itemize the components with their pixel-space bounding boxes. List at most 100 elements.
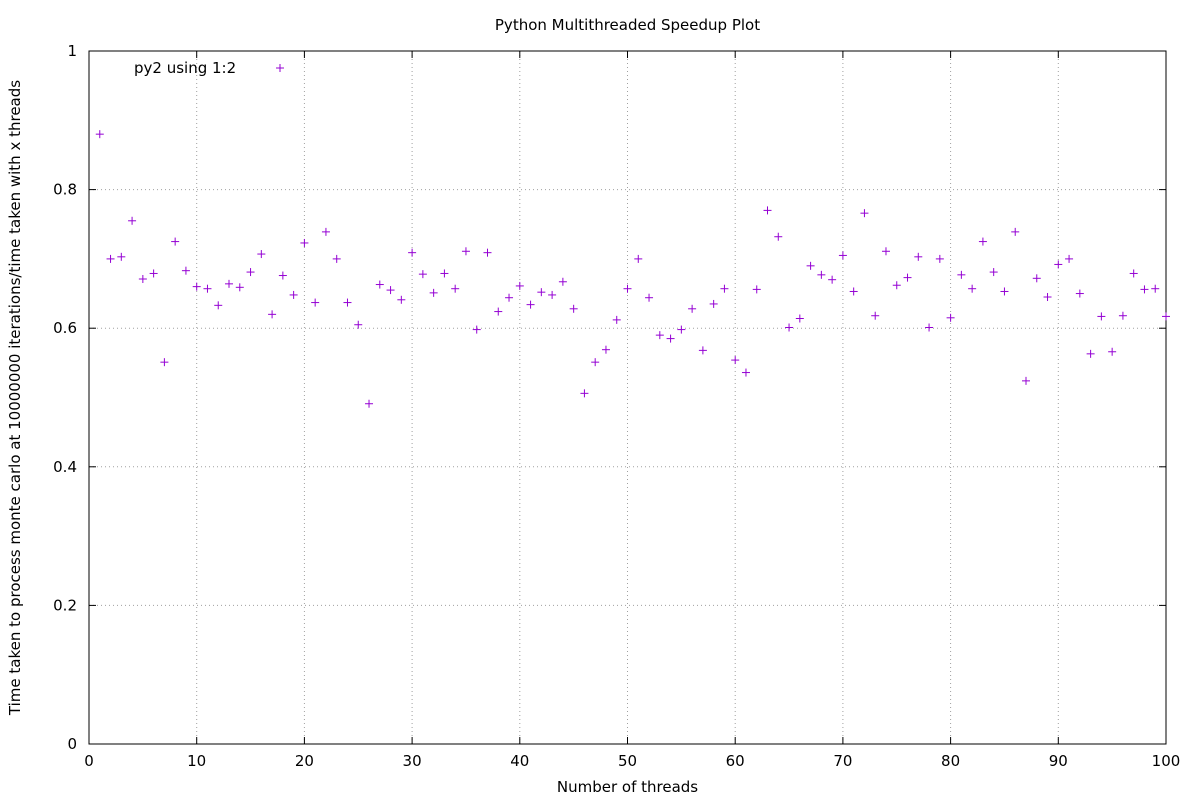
data-point: [418, 270, 427, 279]
grid-lines: [89, 51, 1166, 744]
data-point: [225, 279, 234, 288]
data-point: [300, 238, 309, 247]
data-point: [515, 281, 524, 290]
data-point: [698, 346, 707, 355]
data-point: [655, 331, 664, 340]
data-point: [838, 251, 847, 260]
data-point: [881, 247, 890, 256]
y-tick-label: 1: [67, 42, 77, 60]
data-point: [246, 268, 255, 277]
data-point: [806, 261, 815, 270]
data-point: [752, 285, 761, 294]
data-point: [278, 271, 287, 280]
data-point: [451, 284, 460, 293]
data-point: [580, 389, 589, 398]
data-point: [1086, 349, 1095, 358]
data-point: [1140, 285, 1149, 294]
data-point: [461, 247, 470, 256]
data-point: [1054, 260, 1063, 269]
x-tick-label: 60: [726, 752, 745, 770]
data-point: [935, 254, 944, 263]
data-point: [429, 288, 438, 297]
data-point: [1151, 284, 1160, 293]
data-point: [181, 266, 190, 275]
data-point: [375, 280, 384, 289]
data-point: [138, 274, 147, 283]
y-tick-label: 0: [67, 735, 77, 753]
y-axis-label: Time taken to process monte carlo at 100…: [6, 80, 24, 716]
x-axis-label: Number of threads: [557, 778, 698, 796]
data-point: [268, 310, 277, 319]
data-point: [849, 287, 858, 296]
data-point: [741, 368, 750, 377]
data-point: [860, 209, 869, 218]
data-point: [1065, 254, 1074, 263]
legend-label: py2 using 1:2: [134, 59, 236, 77]
data-points: [95, 130, 1170, 408]
data-point: [548, 290, 557, 299]
data-point: [203, 284, 212, 293]
data-point: [817, 270, 826, 279]
data-point: [989, 268, 998, 277]
data-point: [192, 282, 201, 291]
data-point: [1021, 376, 1030, 385]
data-point: [968, 284, 977, 293]
data-point: [494, 307, 503, 316]
data-point: [321, 227, 330, 236]
data-point: [612, 315, 621, 324]
data-point: [171, 237, 180, 246]
x-tick-label: 100: [1152, 752, 1181, 770]
data-point: [709, 299, 718, 308]
data-point: [634, 254, 643, 263]
data-point: [1108, 347, 1117, 356]
data-point: [569, 304, 578, 313]
data-point: [343, 298, 352, 307]
data-point: [1162, 312, 1170, 321]
x-tick-label: 50: [618, 752, 637, 770]
data-point: [106, 254, 115, 263]
data-point: [1043, 293, 1052, 302]
data-point: [763, 206, 772, 215]
legend: py2 using 1:2: [134, 59, 284, 77]
data-point: [731, 356, 740, 365]
data-point: [688, 304, 697, 313]
data-point: [235, 283, 244, 292]
data-point: [149, 269, 158, 278]
data-point: [95, 130, 104, 139]
data-point: [795, 314, 804, 323]
data-point: [472, 325, 481, 334]
data-point: [354, 320, 363, 329]
data-point: [623, 284, 632, 293]
data-point: [892, 281, 901, 290]
data-point: [440, 269, 449, 278]
y-tick-label: 0.4: [53, 458, 77, 476]
data-point: [957, 270, 966, 279]
data-point: [871, 311, 880, 320]
x-tick-label: 20: [295, 752, 314, 770]
data-point: [311, 298, 320, 307]
chart-title: Python Multithreaded Speedup Plot: [495, 16, 760, 34]
data-point: [774, 232, 783, 241]
data-point: [720, 284, 729, 293]
y-tick-label: 0.8: [53, 181, 77, 199]
data-point: [1000, 287, 1009, 296]
data-point: [828, 275, 837, 284]
data-point: [397, 295, 406, 304]
y-tick-label: 0.2: [53, 596, 77, 614]
data-point: [214, 301, 223, 310]
data-point: [903, 273, 912, 282]
data-point: [332, 254, 341, 263]
x-tick-label: 0: [84, 752, 94, 770]
data-point: [978, 237, 987, 246]
data-point: [946, 313, 955, 322]
data-point: [1097, 312, 1106, 321]
data-point: [117, 252, 126, 261]
data-point: [483, 248, 492, 257]
plot-area-frame: [88, 50, 1167, 745]
data-point: [914, 252, 923, 261]
x-tick-label: 30: [403, 752, 422, 770]
data-point: [601, 345, 610, 354]
x-tick-label: 90: [1049, 752, 1068, 770]
y-tick-label: 0.6: [53, 319, 77, 337]
